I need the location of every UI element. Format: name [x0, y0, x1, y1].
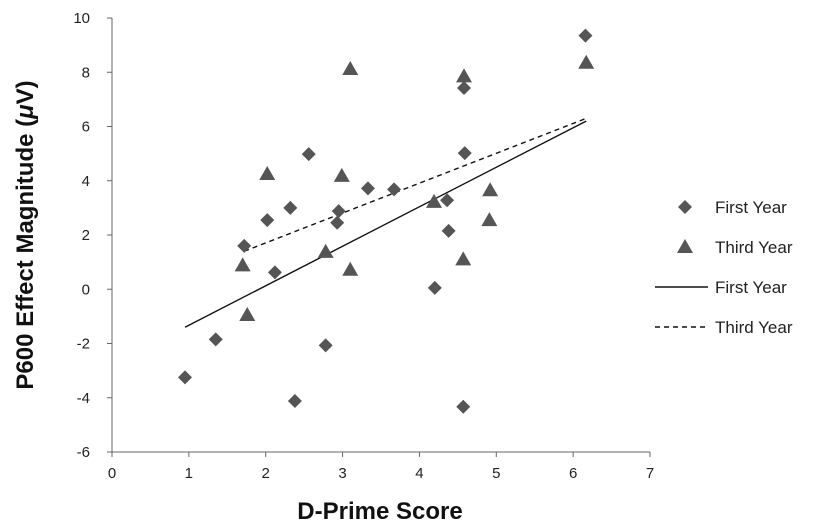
third-year-point [234, 257, 251, 272]
y-tick-label: 8 [82, 64, 90, 81]
first-year-point [318, 338, 333, 353]
first-year-point [287, 394, 302, 409]
third-year-point [342, 60, 359, 75]
first-year-point [360, 181, 375, 196]
first-year-point [178, 370, 193, 385]
x-tick-label: 7 [646, 465, 654, 482]
third-year-point [259, 165, 276, 180]
first-year-point [456, 399, 471, 414]
y-tick-label: 10 [73, 10, 90, 27]
legend-label: First Year [715, 198, 787, 217]
x-tick-label: 5 [492, 465, 500, 482]
legend-label: Third Year [715, 238, 793, 257]
third-year-point [482, 182, 499, 197]
third-year-trend-line [243, 117, 587, 252]
y-axis-title-mu: μ [12, 104, 39, 120]
first-year-point [427, 280, 442, 295]
first-year-point [267, 265, 282, 280]
first-year-point [237, 238, 252, 253]
first-year-trend-line [184, 120, 587, 328]
third-year-point [455, 251, 472, 266]
first-year-point [301, 147, 316, 162]
legend: First Year Third Year First Year Third Year [655, 198, 793, 337]
x-tick-label: 2 [262, 465, 270, 482]
legend-diamond-marker [678, 200, 692, 214]
first-year-point [283, 200, 298, 215]
first-year-point [440, 193, 455, 208]
first-year-point [330, 215, 345, 230]
y-tick-label: 4 [82, 173, 90, 190]
y-tick-label: 6 [82, 119, 90, 136]
legend-triangle-marker [677, 239, 693, 253]
first-year-point [387, 182, 402, 197]
third-year-point [239, 307, 256, 322]
first-year-point [441, 223, 456, 238]
first-year-point [578, 28, 593, 43]
x-tick-label: 1 [185, 465, 193, 482]
data-points [178, 28, 595, 414]
legend-label: First Year [715, 278, 787, 297]
first-year-point [457, 146, 472, 161]
y-tick-label: -4 [77, 390, 90, 407]
x-tick-label: 0 [108, 465, 116, 482]
first-year-point [331, 204, 346, 219]
third-year-point [456, 68, 473, 83]
first-year-point [208, 332, 223, 347]
third-year-point [317, 243, 334, 258]
trend-lines [184, 117, 587, 328]
first-year-point [260, 213, 275, 228]
legend-label: Third Year [715, 318, 793, 337]
axes [111, 18, 650, 453]
y-axis-title: P600 Effect Magnitude (μV) [12, 80, 39, 389]
y-tick-label: 2 [82, 227, 90, 244]
first-year-point [457, 80, 472, 95]
y-tick-label: -2 [77, 336, 90, 353]
third-year-point [578, 54, 595, 69]
third-year-point [481, 212, 498, 227]
y-axis-title-prefix: P600 Effect Magnitude ( [12, 119, 39, 390]
y-axis-title-suffix: V) [12, 80, 39, 104]
y-tick-label: -6 [77, 444, 90, 461]
x-tick-label: 3 [338, 465, 346, 482]
x-tick-label: 6 [569, 465, 577, 482]
y-tick-label: 0 [82, 281, 90, 298]
third-year-point [426, 193, 443, 208]
x-axis-title: D-Prime Score [297, 498, 462, 525]
third-year-point [333, 167, 350, 182]
tick-labels: 0 1 2 3 4 5 6 7 -6 -4 -2 0 2 4 6 8 10 [73, 10, 654, 482]
third-year-point [342, 261, 359, 276]
x-tick-label: 4 [415, 465, 423, 482]
